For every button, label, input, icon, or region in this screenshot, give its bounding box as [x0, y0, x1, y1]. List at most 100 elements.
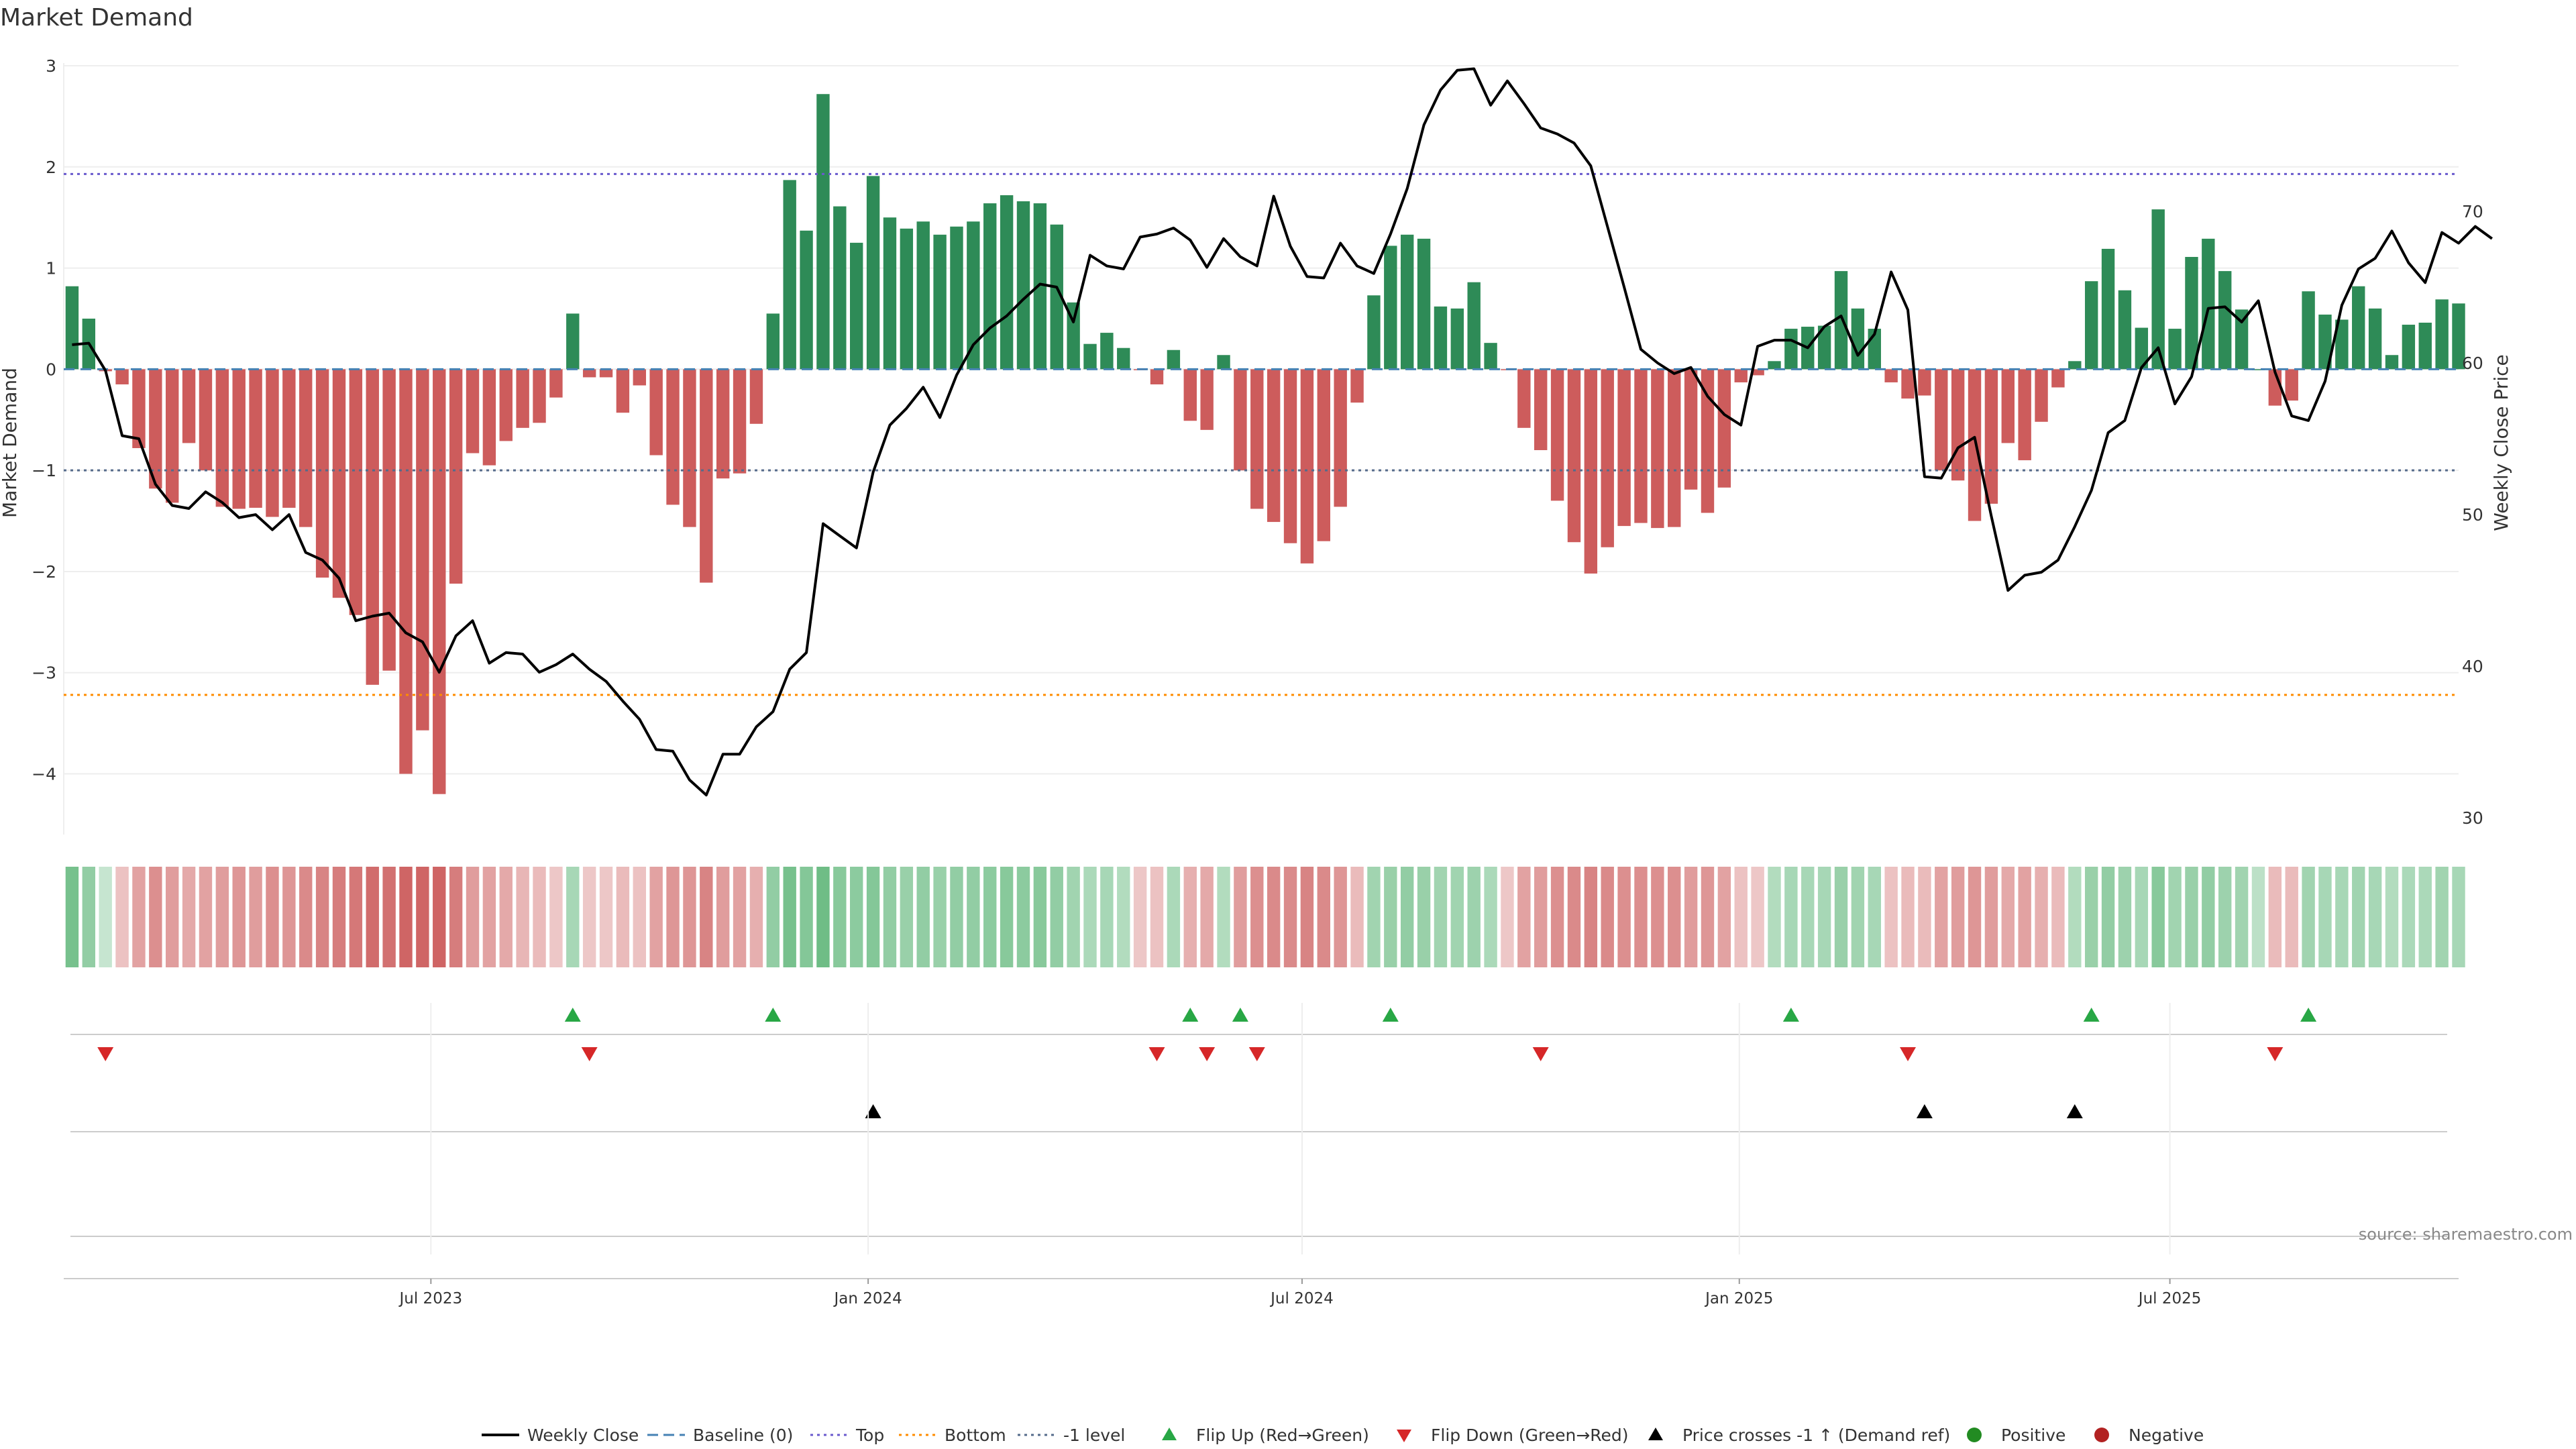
heat-cell — [1935, 867, 1948, 967]
demand-bar — [783, 180, 796, 370]
demand-bar — [132, 369, 146, 448]
heat-cell — [516, 867, 529, 967]
legend-label: Baseline (0) — [693, 1426, 793, 1445]
demand-bar — [1684, 369, 1698, 490]
heat-cell — [1751, 867, 1764, 967]
demand-bar — [1634, 369, 1648, 523]
flip-down-marker — [2267, 1047, 2284, 1061]
source-note: source: sharemaestro.com — [2359, 1225, 2573, 1244]
demand-bar — [2235, 309, 2249, 370]
demand-bar — [2418, 323, 2432, 370]
demand-bar — [433, 369, 446, 794]
demand-bar — [1234, 369, 1247, 471]
demand-bar — [1567, 369, 1581, 543]
heat-cell — [1784, 867, 1798, 967]
demand-bar — [115, 369, 129, 384]
demand-bar — [1067, 302, 1080, 370]
demand-bar — [2101, 248, 2115, 370]
demand-bar — [666, 369, 680, 505]
demand-bar — [2018, 369, 2031, 461]
weekly-close-line — [72, 67, 2493, 797]
demand-bar — [1918, 369, 1931, 396]
flip-up-marker — [2083, 1008, 2100, 1022]
demand-bar — [149, 369, 162, 489]
heat-cell — [850, 867, 863, 967]
demand-bar — [1000, 195, 1014, 370]
heat-cell — [2018, 867, 2031, 967]
demand-bar — [1417, 238, 1431, 370]
heat-cell — [1734, 867, 1748, 967]
heat-cell — [1000, 867, 1014, 967]
heat-cell — [366, 867, 379, 967]
demand-bar — [1701, 369, 1715, 513]
heat-cell — [833, 867, 847, 967]
flip-down-marker — [1900, 1047, 1917, 1061]
heat-cell — [2251, 867, 2265, 967]
heat-cell — [1701, 867, 1715, 967]
demand-bar — [1751, 369, 1764, 376]
demand-bar — [1050, 224, 1063, 370]
demand-bar — [1250, 369, 1264, 509]
demand-bar — [582, 369, 596, 378]
heat-cell — [282, 867, 296, 967]
demand-bar — [1951, 369, 1965, 481]
legend-label: Bottom — [945, 1426, 1006, 1445]
heat-cell — [1601, 867, 1614, 967]
heat-cell — [1584, 867, 1598, 967]
legend-marker — [1967, 1428, 1982, 1442]
heat-cell — [1033, 867, 1047, 967]
heat-cell — [65, 867, 79, 967]
demand-bar — [2335, 319, 2349, 370]
heat-cell — [967, 867, 980, 967]
heat-cell — [2452, 867, 2465, 967]
heat-cell — [1083, 867, 1097, 967]
demand-bar — [2151, 209, 2165, 370]
heat-cell — [1817, 867, 1831, 967]
heat-cell — [1434, 867, 1448, 967]
heat-cell — [2168, 867, 2182, 967]
demand-bar — [2185, 256, 2198, 370]
y-tick-label: 0 — [46, 360, 56, 379]
demand-bar — [1317, 369, 1330, 541]
y-axis-label: Market Demand — [0, 368, 21, 518]
heat-cell — [1768, 867, 1781, 967]
heat-cell — [1350, 867, 1364, 967]
legend-label: -1 level — [1063, 1426, 1125, 1445]
legend-label: Top — [855, 1426, 884, 1445]
demand-bar — [1200, 369, 1214, 430]
demand-bar — [1550, 369, 1564, 501]
heat-cell — [99, 867, 112, 967]
demand-bar — [816, 94, 830, 370]
flip-down-marker — [1148, 1047, 1165, 1061]
demand-bar — [599, 369, 613, 378]
demand-bar — [2402, 325, 2416, 370]
demand-bar — [1484, 343, 1497, 370]
demand-bar — [2251, 369, 2265, 370]
flip-up-marker — [765, 1008, 782, 1022]
demand-bar — [1033, 203, 1047, 370]
demand-bar — [1517, 369, 1531, 428]
heat-cell — [1617, 867, 1631, 967]
heat-cell — [950, 867, 963, 967]
heat-cell — [866, 867, 880, 967]
heat-cell — [1951, 867, 1965, 967]
demand-bar — [382, 369, 396, 671]
heat-cell — [1217, 867, 1230, 967]
demand-bar — [2452, 303, 2465, 370]
heat-cell — [1417, 867, 1431, 967]
demand-bars — [65, 94, 2465, 794]
heat-cell — [1567, 867, 1581, 967]
demand-bar — [533, 369, 546, 423]
demand-bar — [399, 369, 413, 774]
heat-cell — [766, 867, 780, 967]
demand-bar — [1450, 308, 1464, 370]
heat-cell — [2385, 867, 2399, 967]
demand-bar — [566, 313, 580, 370]
heat-cell — [382, 867, 396, 967]
heat-cell — [2151, 867, 2165, 967]
heat-cell — [1984, 867, 1998, 967]
demand-bar — [1016, 201, 1030, 370]
demand-bar — [1834, 271, 1848, 370]
legend-marker — [2094, 1428, 2109, 1442]
heat-cell — [1450, 867, 1464, 967]
